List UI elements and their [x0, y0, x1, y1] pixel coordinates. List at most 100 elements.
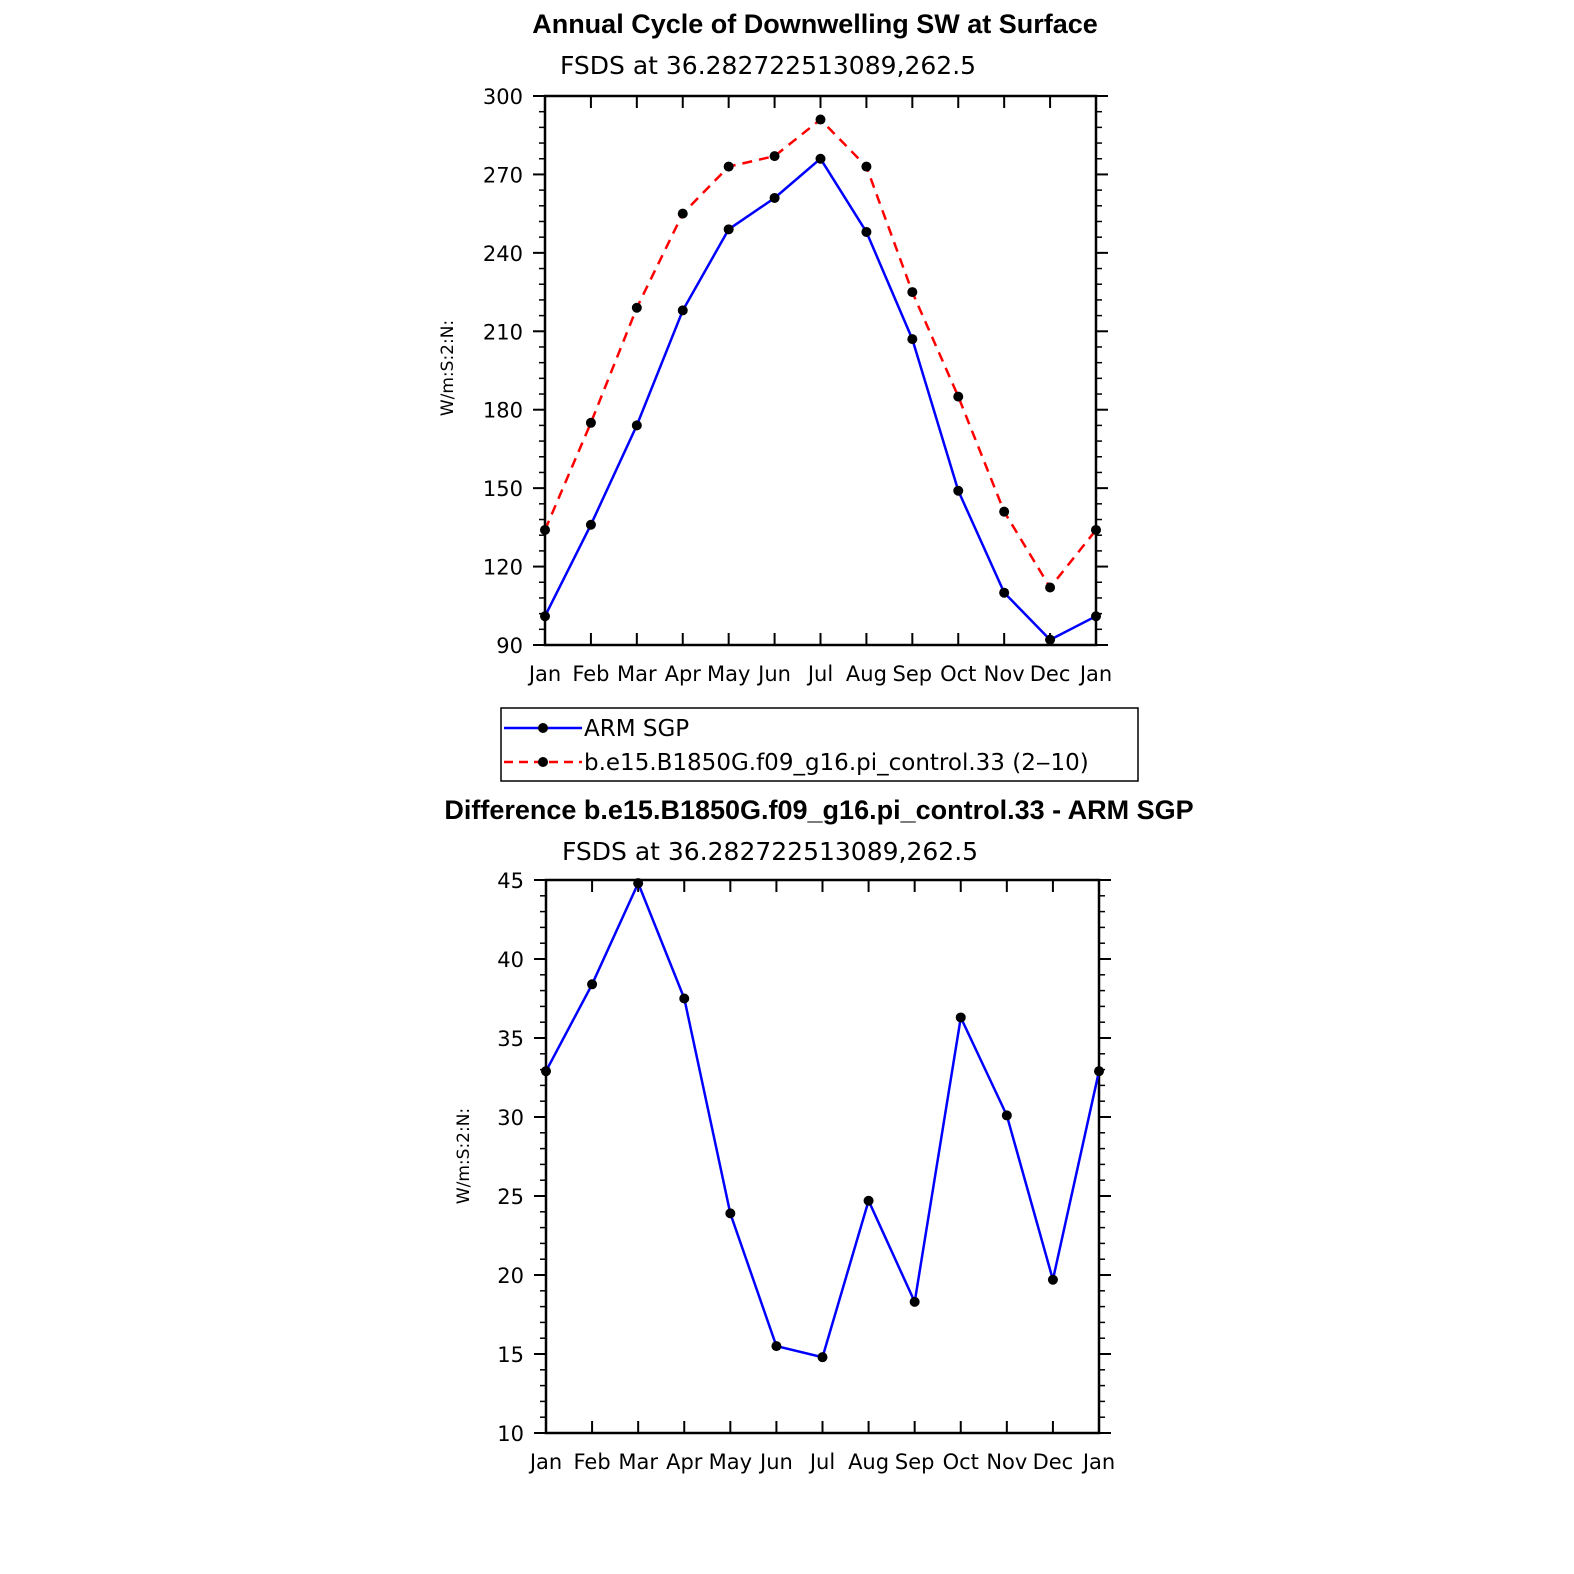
chart1-series-1-point — [585, 519, 596, 530]
chart1-series-2-point — [631, 302, 642, 313]
chart2-ytick-label: 40 — [497, 948, 524, 972]
chart1-series-2-point — [953, 391, 964, 402]
legend-marker-arm — [538, 723, 548, 733]
chart1-series-1-point — [540, 611, 550, 622]
chart2-ytick-label: 20 — [497, 1264, 524, 1288]
chart2-ytick-label: 45 — [497, 869, 524, 893]
chart2-series-1-point — [771, 1341, 782, 1352]
chart2-series-1-point — [817, 1352, 828, 1363]
chart2-xtick-label: Jan — [1081, 1450, 1115, 1474]
chart2-series-1-point — [587, 979, 598, 990]
chart1-ytick-label: 270 — [483, 163, 523, 187]
chart1-subtitle: FSDS at 36.282722513089,262.5 — [560, 51, 976, 80]
chart1-series-2-point — [677, 208, 688, 219]
chart1-title: Annual Cycle of Downwelling SW at Surfac… — [532, 9, 1098, 39]
chart1-series-2-point — [815, 114, 826, 125]
chart1-series-2-point — [769, 151, 780, 162]
chart2-plot-area: Jan Feb Mar Apr May Jun Jul Aug Sep Oct Nov Dec Jan1… — [497, 869, 1115, 1474]
chart2-series-1-point — [541, 1066, 551, 1077]
chart1-series-2-point — [585, 417, 596, 428]
chart1-xtick-label: Aug — [846, 662, 887, 686]
legend: ARM SGP b.e15.B1850G.f09_g16.pi_control.… — [500, 707, 1139, 782]
chart1-xtick-label: Feb — [572, 662, 609, 686]
chart1-series-1-point — [815, 153, 826, 164]
chart1-series-1-point — [723, 224, 734, 235]
chart2-series-1-point — [955, 1012, 966, 1023]
chart2-ytick-label: 25 — [497, 1185, 524, 1209]
chart2-ylabel: W/m:S:2:N: — [454, 1108, 474, 1204]
chart1-series-1-point — [953, 485, 964, 496]
chart1-ytick-label: 90 — [496, 634, 523, 658]
legend-box — [500, 707, 1139, 782]
chart1-series-2-point — [907, 287, 918, 298]
chart2-xtick-label: May — [709, 1450, 752, 1474]
chart2-xtick-label: Jul — [808, 1450, 835, 1474]
chart1-series-1-point — [631, 420, 642, 431]
chart1-ytick-label: 150 — [483, 477, 523, 501]
chart1-series-2-point — [1091, 524, 1101, 535]
chart2-title: Difference b.e15.B1850G.f09_g16.pi_contr… — [444, 795, 1193, 825]
chart2-series-1-point — [725, 1208, 736, 1219]
chart2-xtick-label: Oct — [943, 1450, 979, 1474]
chart1-xtick-label: Apr — [665, 662, 702, 686]
chart1-xtick-label: Jun — [756, 662, 791, 686]
chart2-ytick-label: 10 — [497, 1422, 524, 1446]
chart1-xtick-label: Jul — [806, 662, 833, 686]
chart2-frame — [544, 878, 1101, 1435]
chart1-xtick-label: Mar — [617, 662, 657, 686]
legend-label-model: b.e15.B1850G.f09_g16.pi_control.33 (2‒10… — [584, 750, 1089, 776]
chart1-xtick-label: Sep — [893, 662, 933, 686]
chart2-series-1-line — [544, 880, 1101, 1359]
chart1-series-2-point — [540, 524, 550, 535]
chart1-ytick-label: 240 — [483, 242, 523, 266]
chart2-subtitle: FSDS at 36.282722513089,262.5 — [562, 837, 978, 866]
chart2-xtick-label: Nov — [986, 1450, 1027, 1474]
chart2-series-1-point — [863, 1195, 874, 1206]
chart1-series-1-point — [907, 334, 918, 345]
chart2-xtick-label: Mar — [618, 1450, 658, 1474]
chart1-series-1-point — [769, 192, 780, 203]
chart1-series-1-point — [677, 305, 688, 316]
chart2-series-1-point — [1047, 1274, 1058, 1285]
chart1-series-1-point — [861, 226, 872, 237]
chart1-series-1-point — [1045, 634, 1056, 645]
chart2-series-1-point — [909, 1296, 920, 1307]
chart1-ytick-label: 120 — [483, 556, 523, 580]
chart1-xtick-label: Nov — [984, 662, 1025, 686]
chart1-xtick-label: Jan — [1078, 662, 1112, 686]
chart1-series-1-point — [999, 587, 1010, 598]
chart2-ytick-label: 30 — [497, 1106, 524, 1130]
chart2-xtick-label: Jun — [758, 1450, 793, 1474]
chart1-ytick-label: 180 — [483, 399, 523, 423]
chart1-series-2-line — [543, 117, 1097, 590]
chart2-series-1-point — [679, 993, 690, 1004]
chart1-ytick-label: 300 — [483, 85, 523, 109]
chart1-frame — [543, 94, 1098, 647]
chart1-xtick-label: Oct — [940, 662, 976, 686]
chart2-series-1-point — [1094, 1066, 1104, 1077]
chart2-xtick-label: Sep — [895, 1450, 935, 1474]
chart1-series-2-point — [1045, 582, 1056, 593]
chart1-plot-area: Jan Feb Mar Apr May Jun Jul Aug Sep Oct Nov Dec Jan9… — [483, 85, 1112, 686]
chart2-ytick-label: 15 — [497, 1343, 524, 1367]
chart1-series-2-point — [999, 506, 1010, 517]
chart1-ytick-label: 210 — [483, 320, 523, 344]
chart1-xtick-label: Jan — [527, 662, 561, 686]
chart1-series-2-point — [723, 161, 734, 172]
chart2-ytick-label: 35 — [497, 1027, 524, 1051]
chart1-series-1-point — [1091, 611, 1101, 622]
chart2-xtick-label: Dec — [1033, 1450, 1074, 1474]
chart1-xtick-label: Dec — [1030, 662, 1071, 686]
chart2-series-1-point — [1001, 1110, 1012, 1121]
chart1-xtick-label: May — [707, 662, 750, 686]
chart1-ylabel: W/m:S:2:N: — [438, 320, 458, 416]
legend-marker-model — [538, 757, 548, 767]
chart2-xtick-label: Jan — [528, 1450, 562, 1474]
chart2-series-1-point — [633, 878, 644, 889]
chart2-xtick-label: Aug — [848, 1450, 889, 1474]
chart1-series-1-line — [543, 156, 1097, 642]
chart1-series-2-point — [861, 161, 872, 172]
legend-label-arm: ARM SGP — [584, 716, 689, 742]
chart2-xtick-label: Feb — [573, 1450, 610, 1474]
